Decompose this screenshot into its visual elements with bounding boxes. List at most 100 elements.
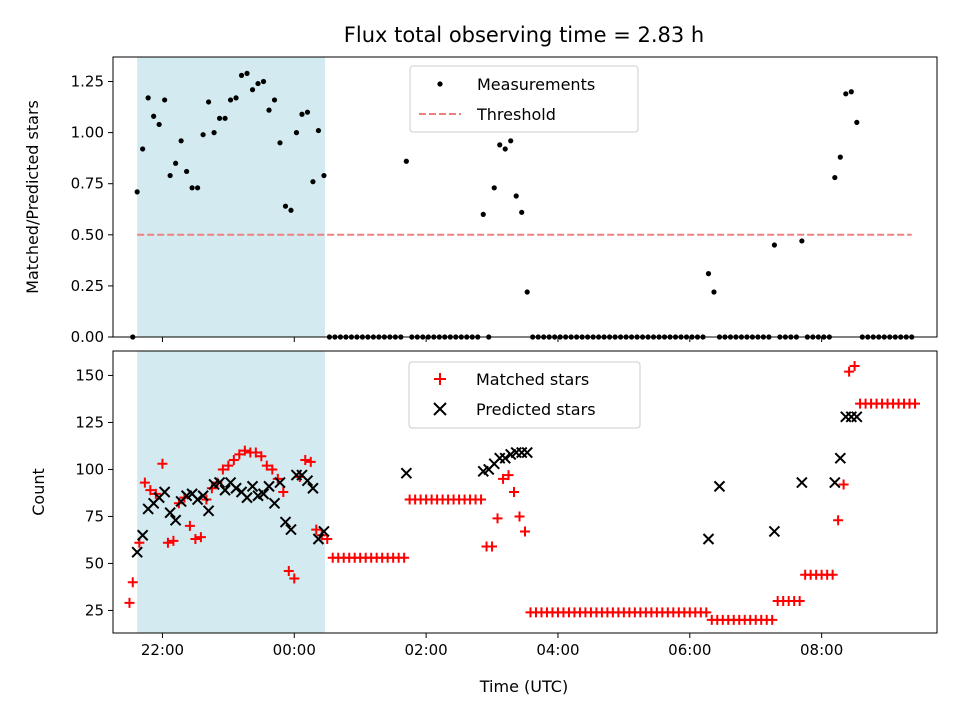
bottom-x-tick-label-4: 06:00 [668, 641, 711, 659]
bottom-matched-point-129 [833, 515, 844, 526]
bottom-x-tick-label-0: 22:00 [141, 641, 184, 659]
bottom-predicted-point-40 [499, 452, 511, 464]
bottom-x-tick-label-5: 08:00 [800, 641, 843, 659]
bottom-matched-point-7 [162, 537, 173, 548]
bottom-matched-point-50 [399, 552, 410, 563]
bottom-predicted-point-18 [230, 482, 242, 494]
top-measurement-point-10 [184, 168, 190, 175]
top-measurement-point-17 [222, 115, 228, 121]
bottom-y-tick-label-3: 100 [75, 460, 104, 478]
top-measurement-point-13 [200, 132, 206, 138]
bottom-matched-point-18 [223, 460, 234, 471]
top-legend-label-threshold: Threshold [476, 105, 556, 124]
bottom-matched-point-21 [239, 445, 250, 456]
top-measurement-point-50 [403, 158, 409, 164]
top-measurement-point-24 [260, 78, 267, 85]
top-y-tick-label-2: 0.50 [71, 226, 104, 244]
bottom-matched-point-26 [267, 464, 278, 475]
top-measurement-point-28 [282, 203, 289, 209]
bottom-predicted-point-20 [241, 491, 253, 504]
bottom-predicted-point-35 [400, 467, 413, 479]
bottom-predicted-point-26 [274, 476, 286, 489]
bottom-predicted-point-50 [834, 452, 847, 464]
top-measurement-point-14 [205, 99, 212, 105]
top-measurement-point-128 [832, 174, 838, 181]
bottom-legend: Matched stars Predicted stars [408, 361, 641, 429]
bottom-axes-frame [112, 350, 938, 634]
bottom-predicted-point-24 [263, 480, 275, 493]
bottom-matched-point-0 [124, 597, 135, 608]
bottom-axis-ticks: 25 50 75 100 125 150 22:00 00:00 02:00 04:00 06:00… [75, 366, 843, 659]
bottom-predicted-point-28 [285, 523, 297, 536]
bottom-x-tick-label-1: 00:00 [273, 641, 316, 659]
top-measurement-point-131 [848, 89, 854, 95]
bottom-predicted-point-12 [197, 490, 209, 502]
bottom-y-tick-label-2: 75 [85, 507, 104, 525]
bottom-predicted-point-46 [713, 480, 726, 493]
bottom-y-tick-label-4: 125 [75, 413, 104, 431]
bottom-predicted-point-0 [131, 546, 143, 558]
top-chart-title: Flux total observing time = 2.83 h [344, 23, 704, 47]
bottom-matched-point-8 [168, 535, 179, 546]
bottom-panel: 25 50 75 100 125 150 22:00 00:00 02:00 04:00 06:00… [29, 350, 938, 696]
bottom-y-tick-label-5: 150 [75, 366, 104, 384]
bottom-matched-point-128 [827, 569, 838, 580]
bottom-predicted-point-5 [158, 486, 171, 498]
top-measurement-point-15 [211, 130, 217, 136]
top-measurement-point-72 [524, 289, 530, 295]
top-measurement-point-22 [249, 87, 256, 93]
bottom-predicted-point-15 [213, 476, 226, 489]
top-measurement-point-20 [238, 72, 245, 78]
bottom-predicted-point-49 [829, 476, 841, 489]
bottom-matched-point-105 [701, 607, 712, 618]
top-measurement-point-71 [519, 209, 525, 215]
top-panel: Flux total observing time = 2.83 h 0.000… [23, 23, 938, 346]
bottom-matched-point-117 [767, 614, 778, 625]
bottom-matched-point-19 [228, 455, 239, 466]
bottom-matched-point-3 [139, 477, 150, 488]
top-measurement-point-8 [173, 160, 179, 166]
bottom-matched-point-34 [311, 524, 322, 535]
top-measurement-point-6 [162, 97, 168, 103]
top-measurement-point-21 [244, 70, 250, 76]
bottom-predicted-point-1 [136, 529, 149, 541]
top-measurement-point-69 [508, 138, 514, 144]
bottom-matched-point-72 [520, 526, 530, 537]
bottom-predicted-point-47 [768, 525, 781, 538]
bottom-matched-point-32 [300, 455, 311, 466]
bottom-matched-point-68 [498, 473, 509, 484]
top-y-tick-label-5: 1.25 [71, 73, 104, 91]
top-measurement-point-7 [167, 172, 173, 179]
top-measurement-point-129 [837, 154, 843, 160]
bottom-legend-x-marker [433, 402, 447, 416]
top-measurement-point-130 [843, 91, 849, 97]
top-measurement-point-16 [216, 115, 223, 121]
top-measurement-point-64 [480, 211, 486, 217]
bottom-predicted-point-11 [191, 493, 204, 506]
bottom-data-marks [124, 361, 921, 625]
bottom-matched-point-24 [256, 451, 267, 462]
top-measurement-point-2 [140, 146, 146, 152]
top-y-tick-label-1: 0.25 [71, 277, 104, 295]
bottom-matched-point-143 [910, 398, 921, 409]
top-measurement-point-18 [227, 97, 234, 103]
bottom-matched-point-131 [844, 366, 855, 377]
bottom-predicted-point-25 [268, 497, 281, 509]
top-legend-dot-marker [437, 81, 443, 87]
top-measurement-point-66 [491, 185, 497, 191]
bottom-matched-point-71 [514, 511, 525, 522]
bottom-predicted-point-31 [301, 475, 314, 487]
top-measurement-point-25 [266, 107, 272, 113]
bottom-predicted-point-6 [164, 506, 176, 519]
top-measurement-point-32 [304, 109, 311, 115]
top-measurement-point-132 [854, 119, 860, 126]
bottom-matched-point-1 [127, 577, 138, 588]
top-legend-box [409, 65, 639, 133]
top-measurement-point-105 [705, 271, 712, 277]
bottom-y-tick-label-0: 25 [85, 601, 104, 619]
bottom-matched-point-67 [492, 513, 503, 524]
bottom-matched-point-4 [145, 485, 156, 496]
bottom-matched-point-13 [195, 532, 206, 543]
top-y-axis-label: Matched/Predicted stars [23, 100, 42, 294]
bottom-y-axis-label: Count [29, 468, 48, 516]
